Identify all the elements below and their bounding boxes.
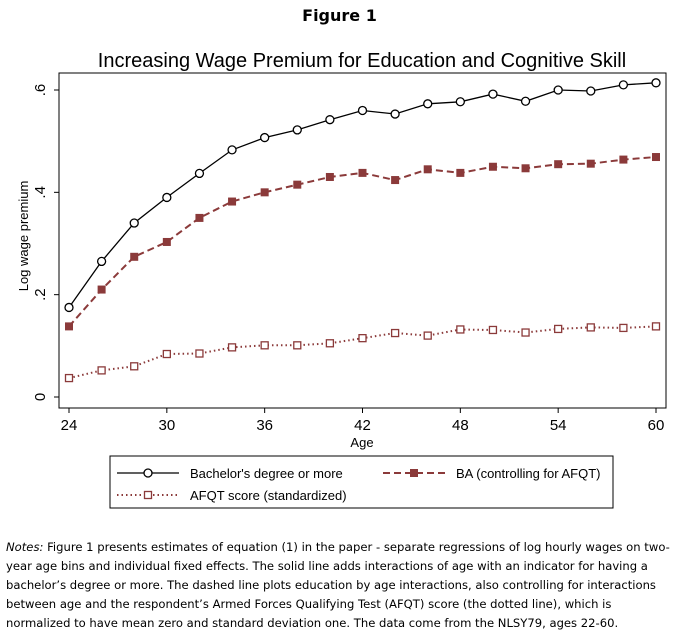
x-tick-label: 48 [452,417,469,434]
data-point [195,349,204,358]
series-line [68,156,657,328]
data-point [293,341,302,350]
legend-label: Bachelor's degree or more [190,466,343,481]
data-point [651,322,661,331]
data-point [292,125,302,135]
data-point [488,325,498,335]
data-point [97,366,106,375]
data-point [455,97,465,107]
data-point [260,188,269,197]
data-point [358,334,367,343]
figure-label: Figure 1 [302,6,377,25]
legend-entry: BA (controlling for AFQT) [383,466,601,481]
data-point [554,160,563,169]
data-point [586,323,595,332]
data-point [96,256,107,267]
legend-label: AFQT score (standardized) [190,488,347,503]
y-tick-label: .2 [32,288,49,301]
data-point [64,302,74,313]
data-point [162,349,171,359]
data-point [260,132,270,143]
data-point [423,165,432,174]
data-point [65,322,73,331]
x-tick-label: 54 [550,417,567,434]
data-point [423,99,433,109]
data-point [619,155,628,164]
data-point [358,168,367,177]
data-point [619,323,628,333]
data-point [260,341,269,350]
data-point [130,362,139,371]
data-point [488,162,497,171]
data-point [194,168,205,179]
series-layer [64,78,661,383]
line-chart: Increasing Wage Premium for Education an… [16,50,667,509]
legend-marker [143,468,153,478]
y-axis-title: Log wage premium [16,181,31,292]
legend-entry: Bachelor's degree or more [117,466,343,481]
data-point [553,85,563,95]
data-point [325,115,335,125]
data-point [293,180,302,189]
data-point [652,153,660,162]
data-point [618,80,629,90]
x-tick-label: 24 [61,417,78,434]
plot-frame [58,72,667,409]
x-tick-label: 30 [158,417,175,434]
data-point [521,328,530,337]
legend-marker [410,469,418,477]
data-point [586,159,595,168]
legend-label: BA (controlling for AFQT) [456,466,601,481]
data-point [130,252,139,261]
data-point [488,89,498,99]
legend: Bachelor's degree or more BA (controlling… [109,455,614,509]
legend-marker [143,490,153,500]
data-point [391,176,400,185]
chart-title: Increasing Wage Premium for Education an… [98,50,626,72]
data-point [325,339,335,348]
x-axis-title: Age [350,435,373,450]
data-point [521,164,530,173]
series-line [68,82,657,308]
data-point [390,328,400,338]
data-point [195,213,204,222]
notes: Notes: Figure 1 presents estimates of eq… [6,538,674,633]
data-point [554,324,563,334]
data-point [456,168,465,177]
data-point [227,145,237,155]
series-2 [65,153,660,331]
data-point [97,285,106,294]
data-point [64,373,74,383]
series-3 [64,322,661,383]
y-tick-label: 0 [32,393,49,401]
axes: 24 30 36 42 48 54 60 0 .2 .4 .6 [32,72,667,434]
legend-box [109,455,614,509]
legend-entry: AFQT score (standardized) [117,488,347,503]
y-tick-label: .6 [32,84,49,97]
data-point [423,331,432,340]
data-point [390,109,400,119]
x-tick-label: 36 [256,417,273,434]
data-point [227,343,237,352]
data-point [228,197,237,206]
data-point [162,237,171,246]
notes-text: Figure 1 presents estimates of equation … [6,540,670,630]
y-tick-label: .4 [32,186,49,199]
series-1 [64,78,661,313]
data-point [162,192,172,203]
data-point [129,218,139,228]
data-point [357,105,368,116]
data-point [651,78,661,88]
data-point [520,96,531,106]
x-tick-label: 42 [354,417,371,434]
x-tick-label: 60 [648,417,665,434]
data-point [325,172,334,181]
data-point [456,325,465,334]
notes-label: Notes: [6,540,44,554]
data-point [586,86,596,96]
